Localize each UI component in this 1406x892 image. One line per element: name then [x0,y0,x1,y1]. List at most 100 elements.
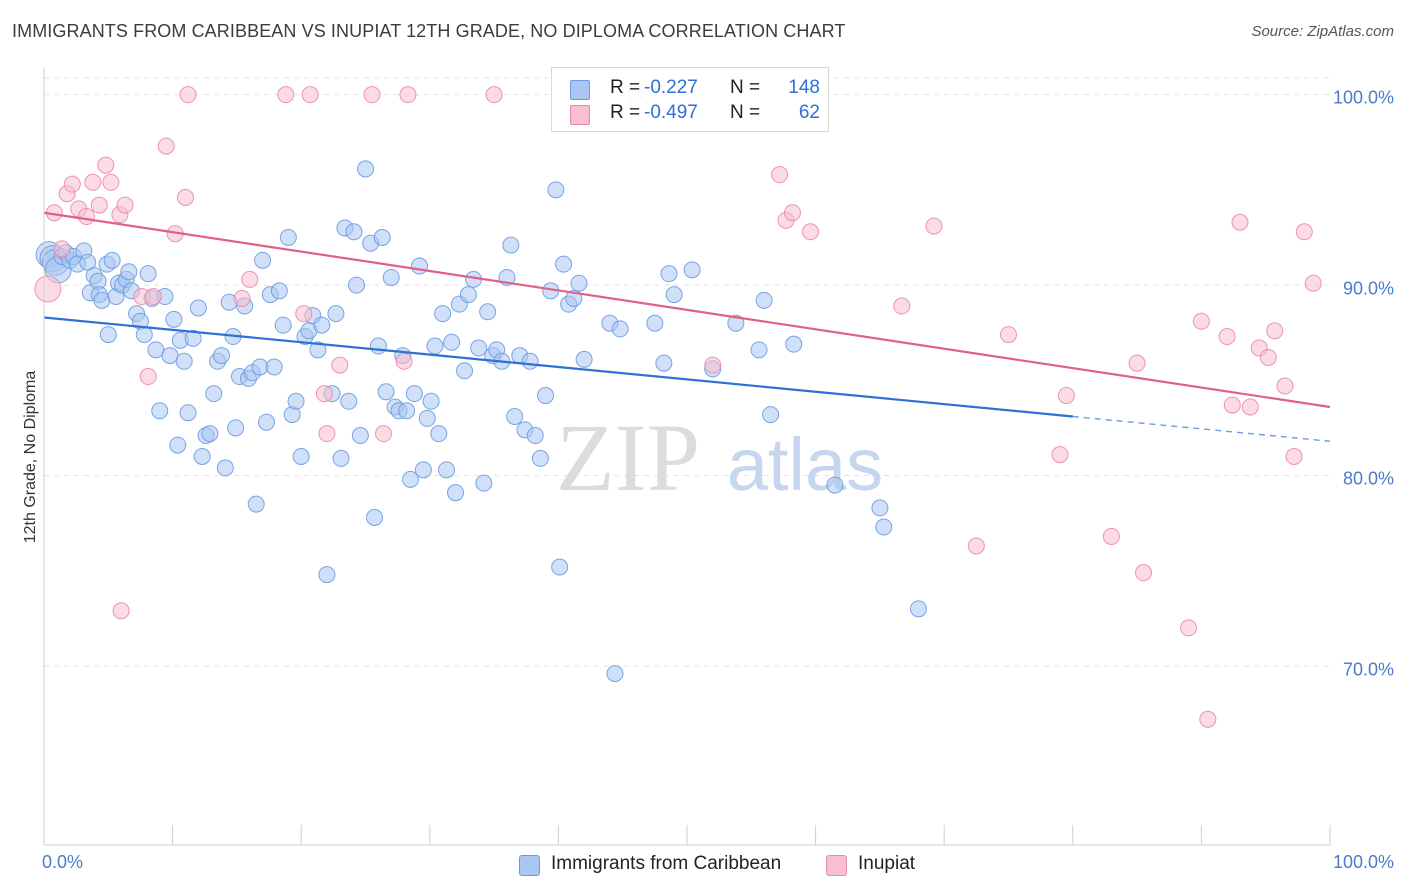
data-point [526,427,544,445]
data-point [279,228,297,246]
data-point [295,305,313,323]
data-point [660,265,678,283]
data-point [331,356,349,374]
data-point [426,337,444,355]
data-point [704,356,722,374]
data-point [762,406,780,424]
data-point [233,289,251,307]
data-point [1199,710,1217,728]
data-point [785,335,803,353]
data-point [422,392,440,410]
x-axis [43,68,1331,846]
legend-swatch-inupiat [570,105,590,125]
legend-swatch-immigrants [570,80,590,100]
data-point [201,425,219,443]
data-point [418,409,436,427]
data-point [755,291,773,309]
data-point [405,385,423,403]
data-point [63,175,81,193]
data-point [893,297,911,315]
data-point [411,257,429,275]
data-point [447,484,465,502]
data-point [646,314,664,332]
data-point [551,558,569,576]
legend: R = -0.227 N = 148 R = -0.497 N = 62 [551,67,829,132]
data-point [120,263,138,281]
data-point [611,320,629,338]
data-point [398,402,416,420]
data-point [318,425,336,443]
watermark: ZIP atlas [556,404,883,511]
data-point [443,333,461,351]
data-point [139,265,157,283]
data-point [135,326,153,344]
data-point [327,305,345,323]
data-point [506,408,524,426]
data-point [395,352,413,370]
y-tick-label-100: 100.0% [1332,87,1394,108]
trend-line-extension [1072,415,1331,442]
data-point [438,461,456,479]
legend-r-value: -0.497 [644,102,698,123]
bottom-legend: Immigrants from Caribbean Inupiat [0,852,1406,878]
data-point [179,86,197,104]
data-point [531,449,549,467]
data-point [179,404,197,422]
data-point [470,339,488,357]
data-point [783,204,801,222]
data-point [247,495,265,513]
data-point [570,274,588,292]
data-point [1285,448,1303,465]
data-point [97,156,115,174]
data-point [369,337,387,355]
data-point [575,350,593,368]
data-point [967,537,985,555]
data-point [139,368,157,386]
data-point [1051,446,1069,464]
data-point [270,282,288,300]
series-immigrants-points [35,86,927,683]
data-point [189,299,207,317]
data-point [479,303,497,321]
data-point [750,341,768,359]
data-point [157,137,175,155]
bottom-legend-swatch-immigrants [519,855,540,876]
data-point [84,173,102,191]
data-point [251,358,269,376]
legend-r-value: -0.227 [644,77,698,98]
data-point [147,341,165,359]
data-point [277,86,295,104]
data-point [241,270,259,288]
data-point [537,387,555,405]
data-point [1259,348,1277,366]
data-point [265,358,283,376]
data-point [175,352,193,370]
data-point [1192,312,1210,330]
data-point [1295,223,1313,241]
data-point [459,286,477,304]
data-point [99,326,117,344]
data-point [53,240,71,258]
data-point [430,425,448,443]
data-point [771,166,789,184]
data-point [93,291,111,309]
legend-n-value: 62 [798,102,820,123]
data-point [77,208,95,226]
data-point [502,236,520,254]
data-point [375,425,393,443]
series-inupiat-points [34,86,1322,728]
y-tick-label-90: 90.0% [1342,278,1394,299]
data-point [382,268,400,286]
data-point [357,160,374,178]
data-point [144,288,162,306]
data-point [318,566,336,584]
data-point [1218,328,1236,346]
data-point [871,499,889,517]
bottom-legend-label-inupiat: Inupiat [858,853,916,874]
data-point [373,228,391,246]
data-point [655,354,673,372]
x-tick-label-100: 100.0% [1332,852,1394,872]
data-point [34,275,62,303]
data-point [399,86,417,104]
